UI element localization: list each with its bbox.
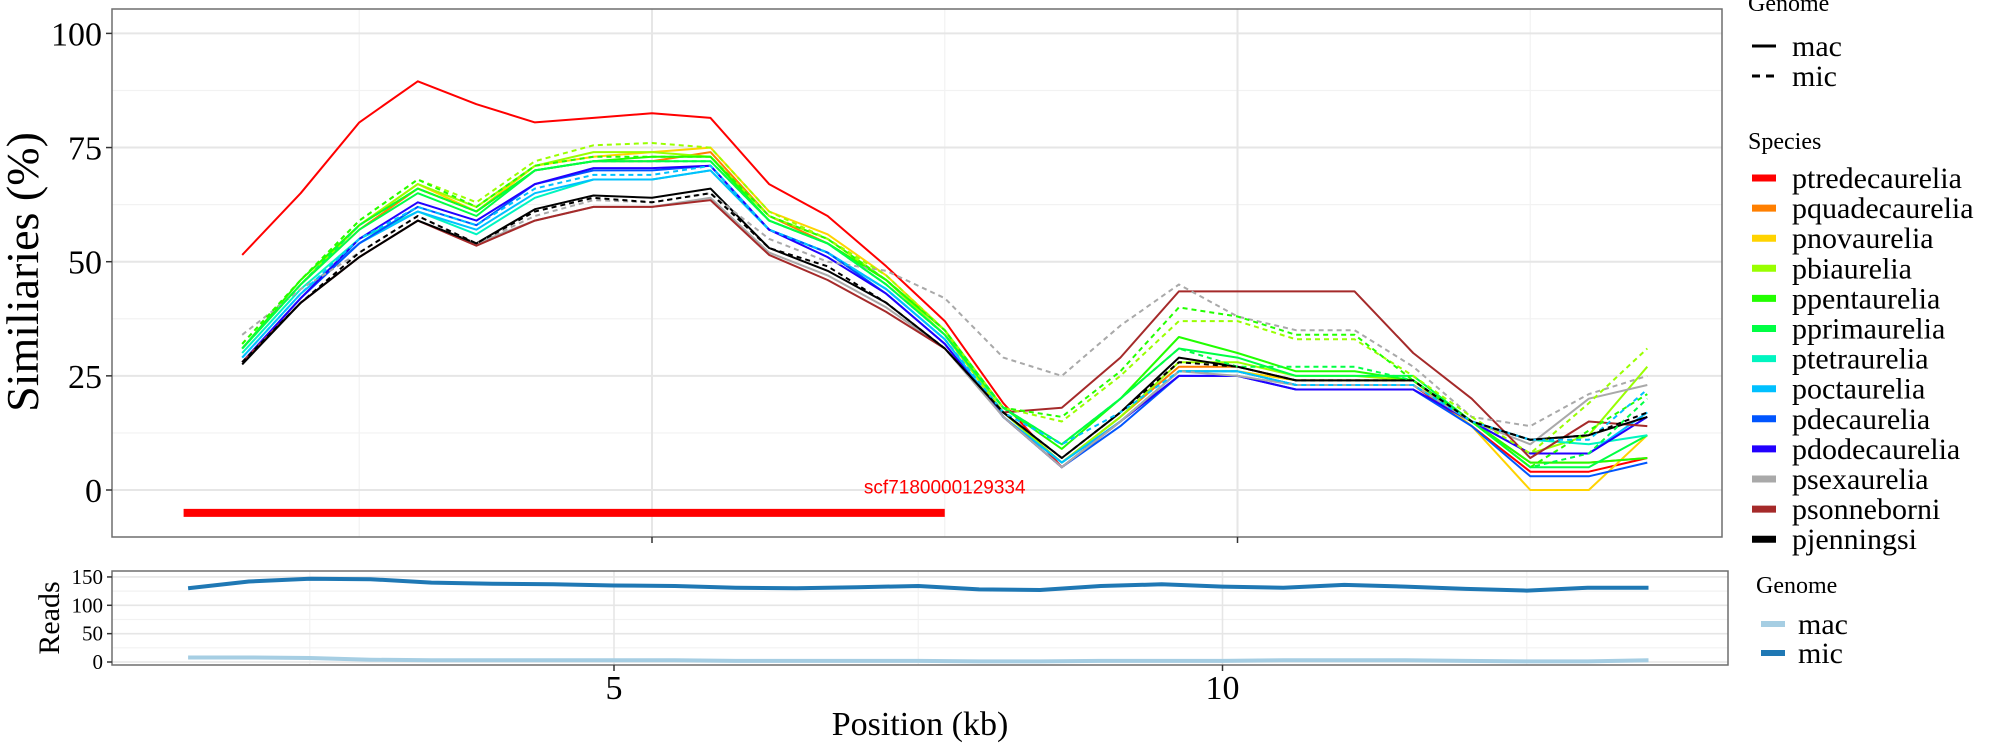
reads-line-mic bbox=[187, 576, 1649, 593]
legend-label-genome: mic bbox=[1792, 60, 1837, 93]
legend-label-species: pprimaurelia bbox=[1792, 313, 1945, 346]
series-line-pjenningsi-mic bbox=[241, 192, 1648, 459]
legend-label-species: pbiaurelia bbox=[1792, 252, 1912, 285]
x-tick-label: 5 bbox=[606, 670, 623, 707]
y-tick-label: 75 bbox=[68, 131, 102, 168]
legend-reads-genome-title: Genome bbox=[1756, 573, 1837, 599]
legend-label-species: pdecaurelia bbox=[1792, 403, 1930, 436]
legend-label-reads: mic bbox=[1798, 637, 1843, 670]
y-tick-label: 100 bbox=[72, 593, 104, 617]
y-tick-label: 0 bbox=[85, 473, 102, 510]
legend-species-title: Species bbox=[1748, 129, 1821, 155]
y-tick-label: 50 bbox=[68, 245, 102, 282]
y-tick-label: 0 bbox=[93, 650, 104, 674]
series-line-pbiaurelia-mic bbox=[241, 142, 1648, 455]
y-tick-label: 25 bbox=[68, 359, 102, 396]
legend-label-species: psonneborni bbox=[1792, 493, 1940, 526]
legend-label-species: pnovaurelia bbox=[1792, 222, 1934, 255]
reads-axis-title: Reads bbox=[33, 581, 66, 654]
legend-label-species: ptredecaurelia bbox=[1792, 162, 1962, 195]
top-panel-background bbox=[112, 9, 1722, 537]
reads-line-mac bbox=[188, 655, 1649, 664]
legend-label-species: psexaurelia bbox=[1792, 463, 1929, 496]
legend-label-species: poctaurelia bbox=[1792, 373, 1925, 406]
legend-label-species: pjenningsi bbox=[1792, 523, 1917, 556]
bottom-panel-border bbox=[111, 570, 1729, 666]
legend-genome-title: Genome bbox=[1748, 0, 1829, 17]
legend-label-species: ppentaurelia bbox=[1792, 282, 1940, 315]
y-tick-label: 100 bbox=[51, 16, 102, 53]
y-tick-label: 150 bbox=[72, 565, 104, 589]
series-line-ppentaurelia-mic bbox=[241, 155, 1648, 469]
legend-label-genome: mac bbox=[1792, 30, 1842, 63]
legend-label-species: ptetraurelia bbox=[1792, 343, 1929, 376]
legend-label-species: pquadecaurelia bbox=[1792, 192, 1974, 225]
legend-label-species: pdodecaurelia bbox=[1792, 433, 1960, 466]
top-panel-border bbox=[111, 8, 1723, 538]
x-axis-title: Position (kb) bbox=[832, 706, 1009, 743]
y-tick-label: 50 bbox=[82, 622, 103, 646]
scaffold-label: scf7180000129334 bbox=[864, 478, 1026, 499]
series-line-pdodecaurelia-mac bbox=[241, 164, 1648, 469]
y-axis-title: Similiaries (%) bbox=[0, 132, 48, 412]
series-line-poctaurelia-mic bbox=[241, 164, 1648, 446]
x-tick-label: 10 bbox=[1206, 670, 1240, 707]
legend-label-reads: mac bbox=[1798, 608, 1848, 641]
